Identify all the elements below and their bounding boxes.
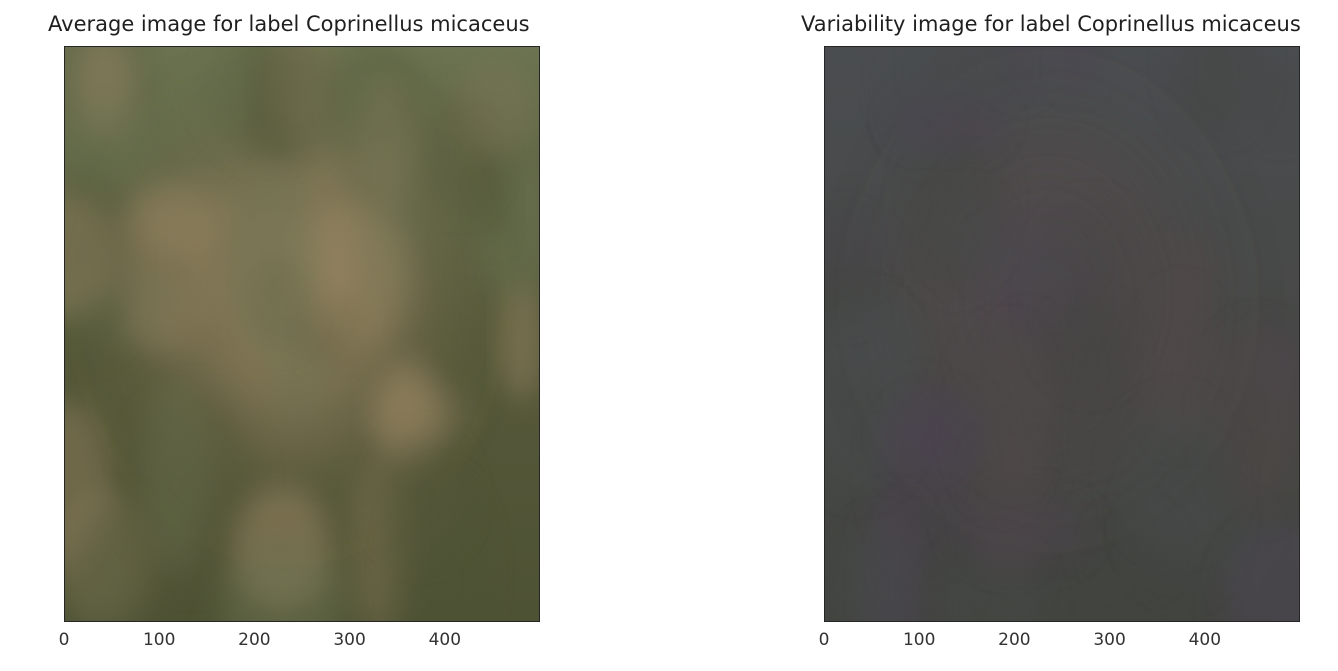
average-image-frame xyxy=(64,46,540,622)
image-texture-blob xyxy=(825,210,869,326)
x-tick-label: 300 xyxy=(333,630,366,650)
image-texture-blob xyxy=(1035,203,1147,389)
x-tick-label: 200 xyxy=(998,630,1031,650)
image-texture-blob xyxy=(951,491,1091,571)
image-texture-blob xyxy=(958,327,1044,508)
image-texture-blob xyxy=(1116,399,1234,551)
image-texture-blob xyxy=(499,286,539,401)
image-texture-blob xyxy=(929,192,1000,275)
x-tick-label: 200 xyxy=(238,630,271,650)
image-texture-blob xyxy=(199,47,246,145)
image-texture-blob xyxy=(1054,47,1099,89)
x-tick-label: 0 xyxy=(58,630,70,650)
image-texture-blob xyxy=(115,177,235,258)
variability-image xyxy=(825,47,1299,621)
x-tick-label: 400 xyxy=(1188,630,1222,650)
image-texture-blob xyxy=(918,47,1016,104)
image-texture-blob xyxy=(377,436,468,559)
x-tick-label: 300 xyxy=(1093,630,1126,650)
image-texture-blob xyxy=(218,544,348,621)
image-texture-blob xyxy=(140,379,212,567)
image-texture-blob xyxy=(65,93,150,189)
x-tick-label: 100 xyxy=(902,630,936,650)
image-texture-blob xyxy=(65,160,133,359)
image-texture-blob xyxy=(357,77,418,212)
x-tick-label: 100 xyxy=(142,630,176,650)
image-texture-blob xyxy=(294,202,410,355)
average-image xyxy=(65,47,539,621)
image-texture-blob xyxy=(227,170,322,358)
chart-title: Variability image for label Coprinellus … xyxy=(801,12,1301,36)
image-texture-blob xyxy=(1258,54,1299,140)
image-texture-blob xyxy=(840,520,913,621)
image-texture-blob xyxy=(1219,519,1299,621)
variability-image-frame xyxy=(824,46,1300,622)
image-texture-blob xyxy=(1172,47,1262,132)
x-tick-label: 400 xyxy=(428,630,462,650)
image-texture-blob xyxy=(453,61,534,154)
x-tick-label: 0 xyxy=(818,630,830,650)
image-texture-blob xyxy=(892,88,1003,154)
chart-title: Average image for label Coprinellus mica… xyxy=(48,12,530,36)
